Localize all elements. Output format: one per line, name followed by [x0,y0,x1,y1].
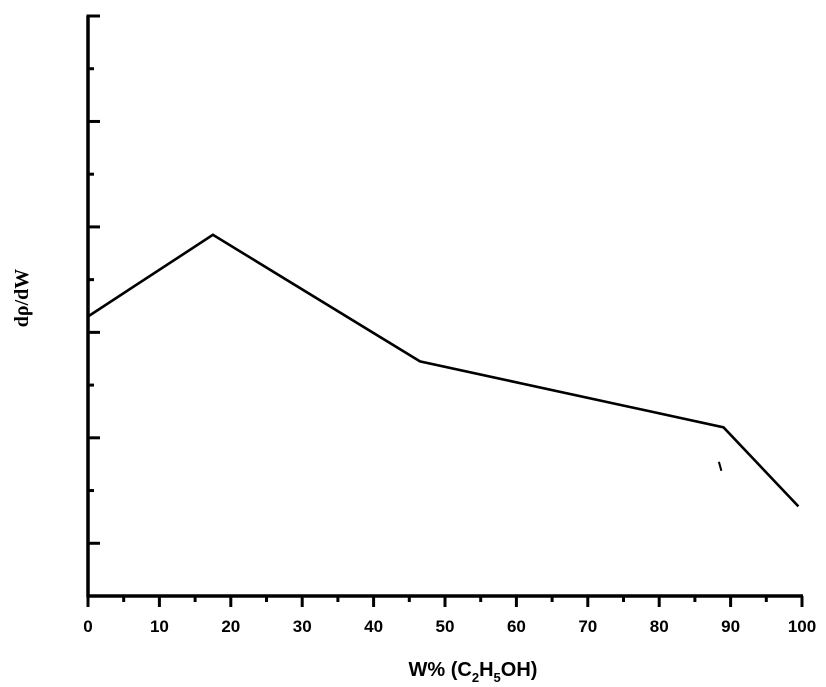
y-axis-title: dρ/dW [11,269,33,328]
series-line [87,233,800,508]
x-tick-label: 60 [507,617,526,636]
x-axis-title-part: W% (C [409,659,472,681]
x-tick-label: 70 [578,617,597,636]
x-axis-title-part: H [479,659,493,681]
y-axis [86,14,100,598]
x-axis-title: W% (C2H5OH) [409,659,538,685]
x-tick-label: 10 [150,617,169,636]
series-layer [87,233,800,508]
x-axis-title-subscript: 5 [494,670,501,685]
x-tick-label: 30 [293,617,312,636]
x-axis-title-subscript: 2 [472,670,479,685]
x-tick-label: 0 [83,617,92,636]
x-tick-label: 100 [788,617,816,636]
stray-mark [717,461,723,472]
x-tick-label: 40 [364,617,383,636]
x-tick-label: 20 [221,617,240,636]
x-tick-label: 90 [721,617,740,636]
x-tick-label: 50 [436,617,455,636]
x-axis-title-part: OH) [501,659,538,681]
x-tick-label: 80 [650,617,669,636]
x-axis: 0 10 20 30 40 50 60 70 80 90 100 [83,594,816,636]
